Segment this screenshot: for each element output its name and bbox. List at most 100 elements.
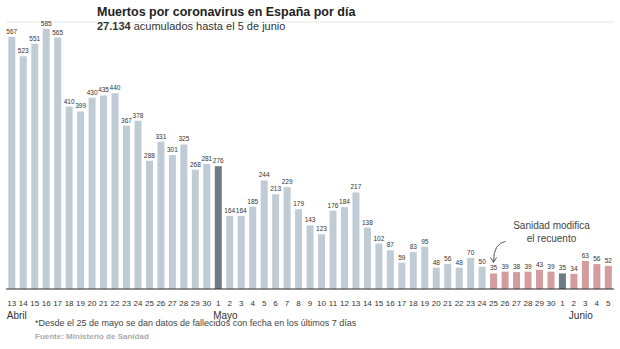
svg-text:28: 28 bbox=[524, 299, 533, 308]
svg-text:Sanidad modifica: Sanidad modifica bbox=[513, 220, 590, 231]
svg-text:13: 13 bbox=[8, 299, 17, 308]
svg-text:23: 23 bbox=[466, 299, 475, 308]
svg-text:268: 268 bbox=[190, 161, 201, 168]
svg-text:288: 288 bbox=[144, 152, 155, 159]
svg-text:Junio: Junio bbox=[569, 310, 593, 321]
svg-text:27: 27 bbox=[512, 299, 521, 308]
svg-text:301: 301 bbox=[167, 146, 178, 153]
svg-text:24: 24 bbox=[478, 299, 487, 308]
svg-text:281: 281 bbox=[201, 155, 212, 162]
svg-text:585: 585 bbox=[41, 20, 52, 27]
svg-text:14: 14 bbox=[19, 299, 28, 308]
svg-text:435: 435 bbox=[98, 86, 109, 93]
svg-text:11: 11 bbox=[329, 299, 338, 308]
svg-text:176: 176 bbox=[328, 202, 339, 209]
svg-text:35: 35 bbox=[490, 264, 498, 271]
svg-text:565: 565 bbox=[52, 29, 63, 36]
svg-text:410: 410 bbox=[64, 98, 75, 105]
svg-text:19: 19 bbox=[420, 299, 429, 308]
svg-text:229: 229 bbox=[282, 178, 293, 185]
svg-text:70: 70 bbox=[467, 249, 475, 256]
svg-text:213: 213 bbox=[270, 185, 281, 192]
svg-text:523: 523 bbox=[18, 47, 29, 54]
svg-text:30: 30 bbox=[546, 299, 555, 308]
svg-text:430: 430 bbox=[87, 89, 98, 96]
svg-text:29: 29 bbox=[535, 299, 544, 308]
svg-text:12: 12 bbox=[340, 299, 349, 308]
svg-text:3: 3 bbox=[583, 299, 588, 308]
svg-text:1: 1 bbox=[216, 299, 221, 308]
svg-text:14: 14 bbox=[363, 299, 372, 308]
svg-text:331: 331 bbox=[155, 133, 166, 140]
svg-text:325: 325 bbox=[178, 135, 189, 142]
svg-text:19: 19 bbox=[76, 299, 85, 308]
svg-text:48: 48 bbox=[456, 259, 464, 266]
svg-text:1: 1 bbox=[560, 299, 565, 308]
svg-text:39: 39 bbox=[524, 263, 532, 270]
svg-text:25: 25 bbox=[145, 299, 154, 308]
svg-text:48: 48 bbox=[433, 259, 441, 266]
svg-text:399: 399 bbox=[75, 102, 86, 109]
svg-text:83: 83 bbox=[410, 243, 418, 250]
svg-text:13: 13 bbox=[351, 299, 360, 308]
svg-text:179: 179 bbox=[293, 200, 304, 207]
svg-text:35: 35 bbox=[559, 264, 567, 271]
svg-text:2: 2 bbox=[227, 299, 232, 308]
svg-text:18: 18 bbox=[409, 299, 418, 308]
svg-text:38: 38 bbox=[513, 263, 521, 270]
svg-text:20: 20 bbox=[88, 299, 97, 308]
svg-text:8: 8 bbox=[296, 299, 301, 308]
svg-text:276: 276 bbox=[213, 157, 224, 164]
svg-text:367: 367 bbox=[121, 117, 132, 124]
svg-text:52: 52 bbox=[605, 257, 612, 264]
svg-text:102: 102 bbox=[373, 235, 384, 242]
svg-text:17: 17 bbox=[53, 299, 62, 308]
svg-text:244: 244 bbox=[259, 171, 270, 178]
svg-text:440: 440 bbox=[110, 84, 121, 91]
svg-text:184: 184 bbox=[339, 198, 350, 205]
svg-text:5: 5 bbox=[606, 299, 611, 308]
svg-text:143: 143 bbox=[305, 216, 316, 223]
svg-text:217: 217 bbox=[351, 183, 362, 190]
svg-text:16: 16 bbox=[42, 299, 51, 308]
svg-text:23: 23 bbox=[122, 299, 131, 308]
svg-text:30: 30 bbox=[202, 299, 211, 308]
svg-text:56: 56 bbox=[593, 255, 601, 262]
svg-text:185: 185 bbox=[247, 198, 258, 205]
svg-text:4: 4 bbox=[595, 299, 600, 308]
svg-text:39: 39 bbox=[501, 263, 509, 270]
svg-text:95: 95 bbox=[421, 238, 429, 245]
svg-text:43: 43 bbox=[536, 261, 544, 268]
svg-text:22: 22 bbox=[111, 299, 120, 308]
svg-text:164: 164 bbox=[236, 207, 247, 214]
svg-text:29: 29 bbox=[191, 299, 200, 308]
svg-text:10: 10 bbox=[317, 299, 326, 308]
svg-text:138: 138 bbox=[362, 219, 373, 226]
svg-text:2: 2 bbox=[572, 299, 577, 308]
svg-text:17: 17 bbox=[397, 299, 406, 308]
svg-text:5: 5 bbox=[262, 299, 267, 308]
svg-text:21: 21 bbox=[99, 299, 108, 308]
svg-text:15: 15 bbox=[374, 299, 383, 308]
svg-text:26: 26 bbox=[501, 299, 510, 308]
svg-text:el recuento: el recuento bbox=[527, 233, 577, 244]
svg-text:20: 20 bbox=[432, 299, 441, 308]
svg-text:16: 16 bbox=[386, 299, 395, 308]
svg-text:3: 3 bbox=[239, 299, 244, 308]
svg-text:15: 15 bbox=[30, 299, 39, 308]
svg-text:39: 39 bbox=[547, 263, 555, 270]
svg-text:567: 567 bbox=[8, 28, 18, 35]
svg-text:378: 378 bbox=[133, 112, 144, 119]
svg-text:26: 26 bbox=[156, 299, 165, 308]
svg-text:9: 9 bbox=[308, 299, 313, 308]
svg-text:6: 6 bbox=[273, 299, 278, 308]
svg-text:56: 56 bbox=[444, 255, 452, 262]
svg-text:123: 123 bbox=[316, 225, 327, 232]
svg-text:7: 7 bbox=[285, 299, 290, 308]
svg-text:551: 551 bbox=[29, 35, 40, 42]
svg-text:24: 24 bbox=[133, 299, 142, 308]
svg-text:27: 27 bbox=[168, 299, 177, 308]
svg-text:164: 164 bbox=[224, 207, 235, 214]
svg-text:25: 25 bbox=[489, 299, 498, 308]
svg-text:50: 50 bbox=[479, 258, 487, 265]
